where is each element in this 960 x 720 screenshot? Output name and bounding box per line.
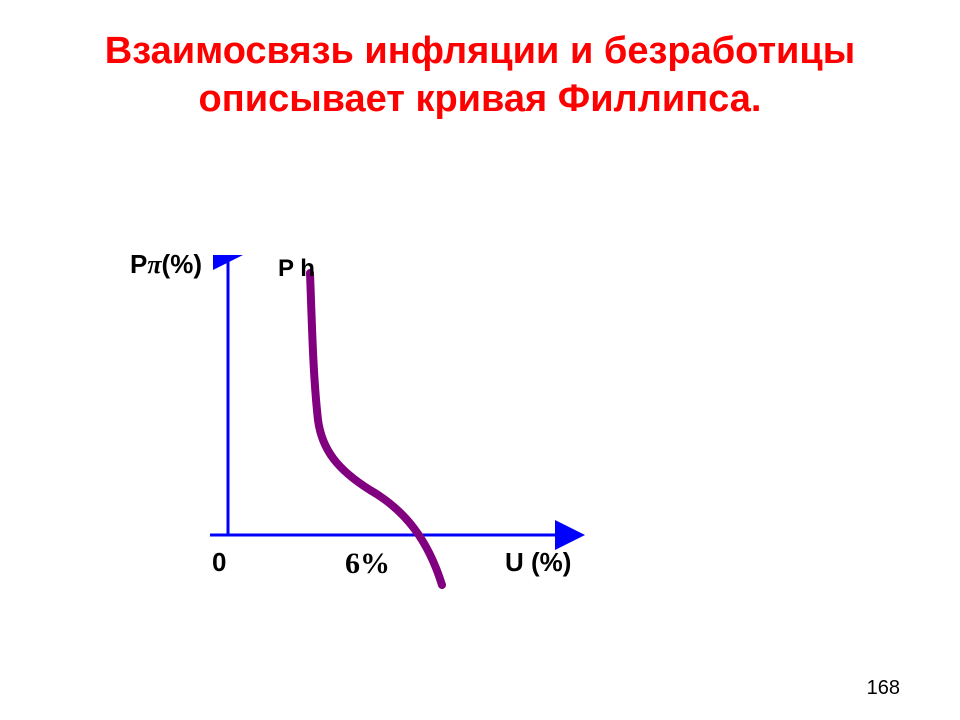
slide-title: Взаимосвязь инфляции и безработицы описы… [0, 28, 960, 123]
x-tick-text: 6% [345, 547, 390, 580]
chart-svg [170, 255, 690, 635]
origin-label: 0 [212, 547, 226, 578]
curve-label-text: P h [278, 255, 315, 282]
phillips-curve [310, 273, 442, 585]
x-tick-label: 6% [345, 547, 390, 581]
y-axis-label-symbol: π [147, 250, 161, 279]
page-number: 168 [867, 677, 900, 700]
curve-label: P h [278, 255, 315, 283]
y-axis-label-suffix: (%) [162, 249, 202, 279]
slide: Взаимосвязь инфляции и безработицы описы… [0, 0, 960, 720]
phillips-curve-chart: Pπ(%) P h 0 6% U (%) [170, 255, 690, 635]
title-line-2: описывает кривая Филлипса. [199, 78, 762, 120]
x-axis-label-text: U (%) [505, 547, 571, 577]
y-axis-label-prefix: P [130, 249, 147, 279]
y-axis-label: Pπ(%) [130, 249, 202, 280]
origin-label-text: 0 [212, 547, 226, 577]
title-line-1: Взаимосвязь инфляции и безработицы [105, 30, 855, 72]
x-axis-label: U (%) [505, 547, 571, 578]
